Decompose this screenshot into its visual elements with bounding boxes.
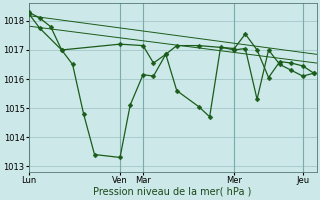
- X-axis label: Pression niveau de la mer( hPa ): Pression niveau de la mer( hPa ): [93, 187, 252, 197]
